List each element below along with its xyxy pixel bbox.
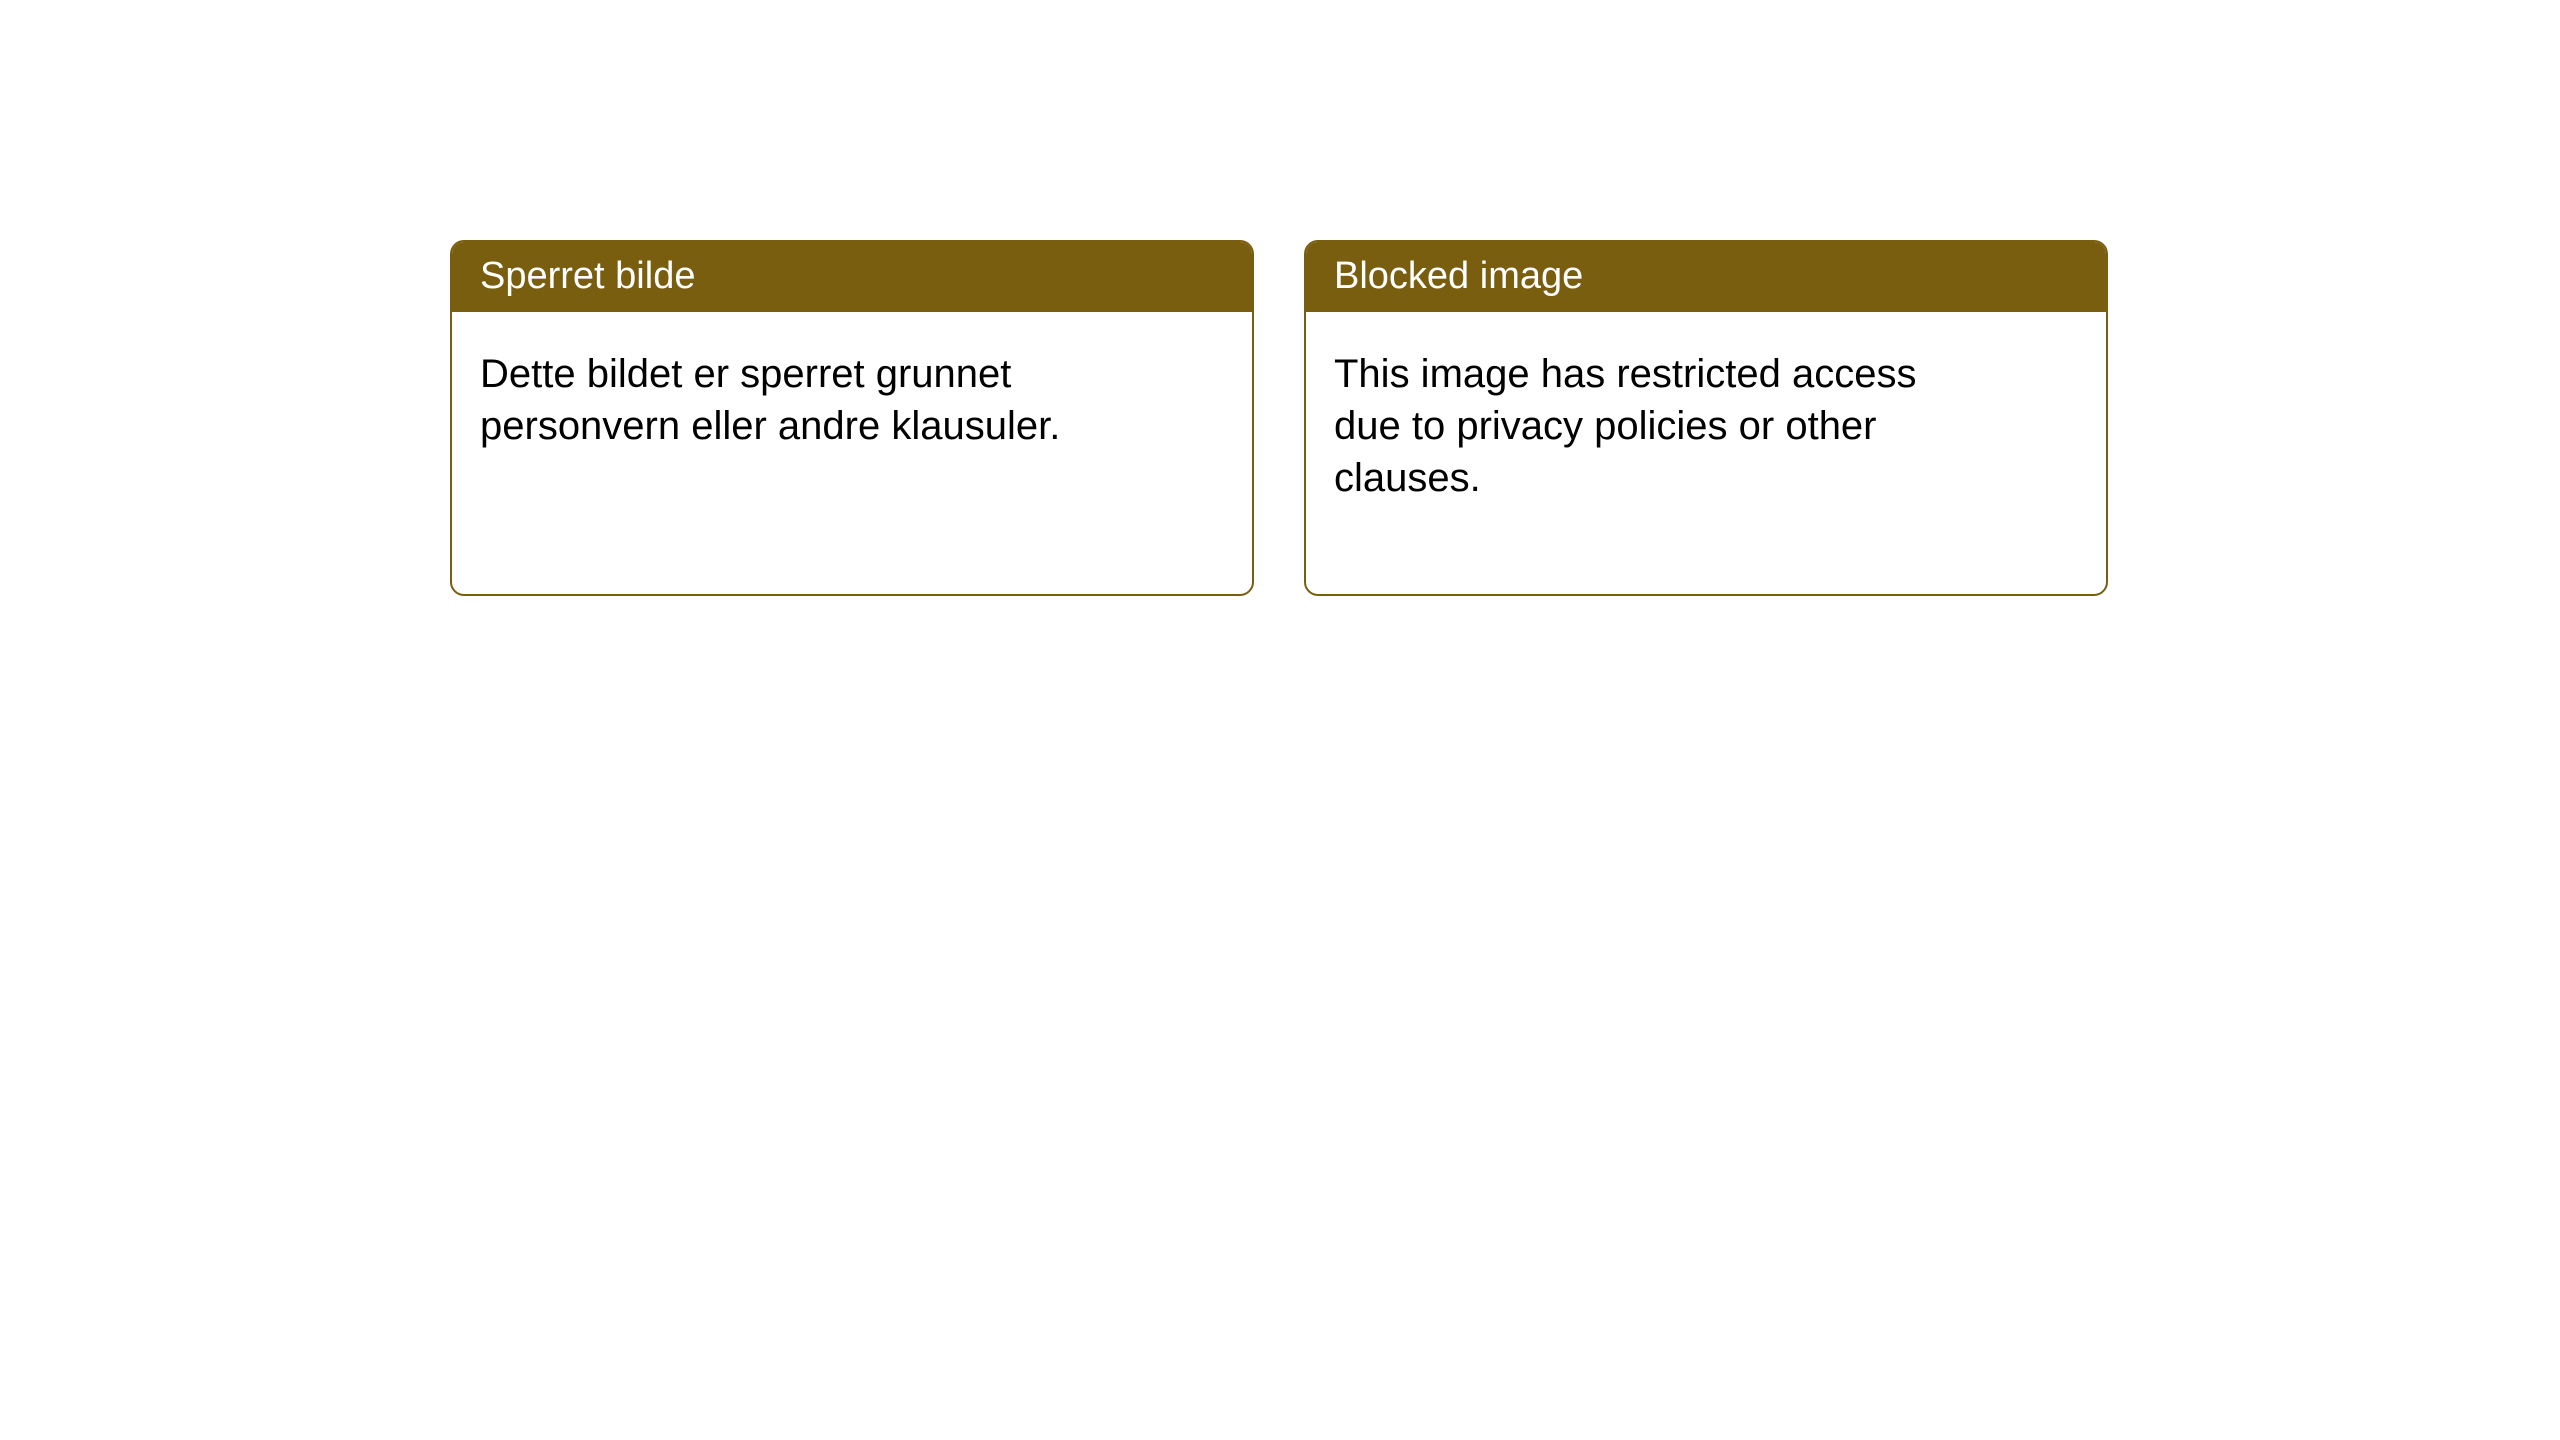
notice-header-norwegian: Sperret bilde (452, 242, 1252, 312)
notice-card-norwegian: Sperret bilde Dette bildet er sperret gr… (450, 240, 1254, 596)
notice-card-english: Blocked image This image has restricted … (1304, 240, 2108, 596)
notice-body-norwegian: Dette bildet er sperret grunnet personve… (452, 312, 1152, 542)
notice-body-english: This image has restricted access due to … (1306, 312, 2006, 594)
notice-header-english: Blocked image (1306, 242, 2106, 312)
notice-container: Sperret bilde Dette bildet er sperret gr… (0, 0, 2560, 596)
